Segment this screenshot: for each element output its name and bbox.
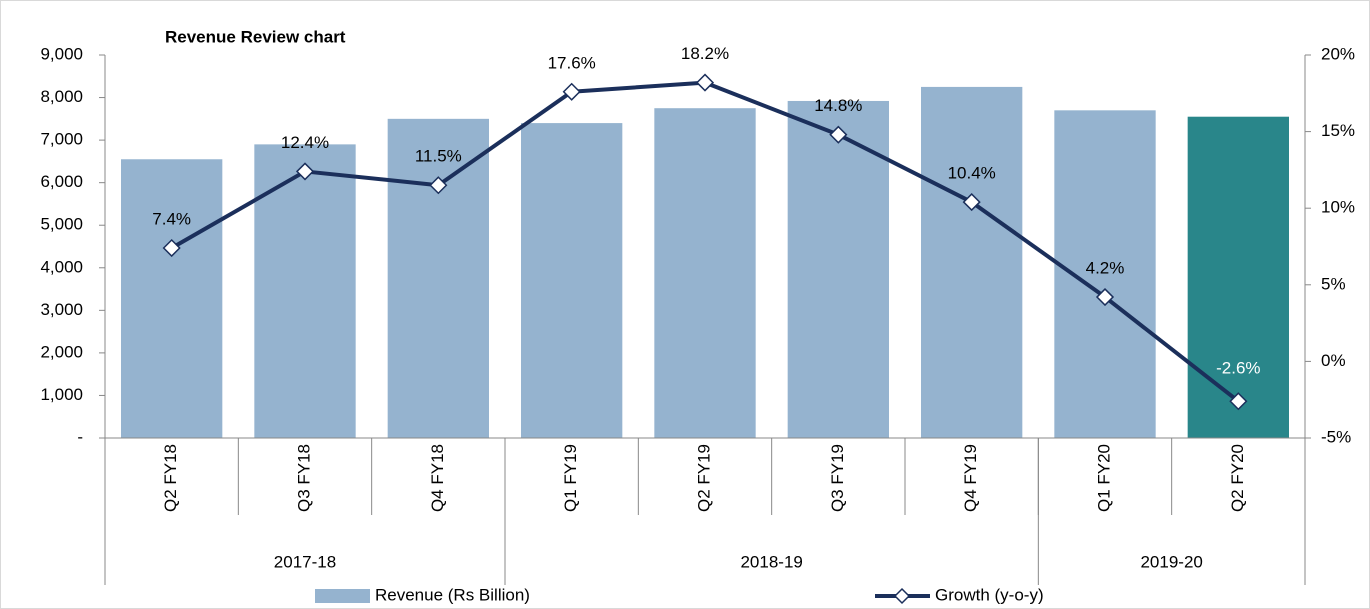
x-tick-label: Q1 FY19 (561, 444, 580, 512)
y2-tick-label: 10% (1321, 198, 1355, 217)
marker (962, 193, 981, 212)
legend-swatch (315, 589, 370, 603)
y-tick-label: 1,000 (40, 385, 83, 404)
y-tick-label: 7,000 (40, 130, 83, 149)
bar (387, 118, 489, 438)
y-tick-label: - (77, 427, 83, 446)
marker (695, 73, 715, 92)
marker (162, 238, 181, 258)
marker (295, 162, 315, 181)
group-label: 2019-20 (1140, 552, 1202, 571)
x-tick-label: Q3 FY19 (828, 444, 847, 512)
y-tick-label: 4,000 (40, 257, 83, 276)
legend-marker (893, 587, 911, 605)
data-label: 18.2% (681, 44, 729, 63)
data-label: 12.4% (281, 133, 329, 152)
bar (1187, 116, 1289, 438)
x-tick-label: Q2 FY18 (161, 444, 180, 512)
y2-tick-label: 0% (1321, 351, 1346, 370)
group-label: 2018-19 (740, 552, 802, 571)
x-tick-label: Q3 FY18 (294, 444, 313, 512)
group-label: 2017-18 (274, 552, 336, 571)
chart-title: Revenue Review chart (165, 27, 346, 46)
data-label: 14.8% (814, 96, 862, 115)
x-tick-label: Q2 FY19 (694, 444, 713, 512)
marker (429, 176, 448, 195)
data-label: 10.4% (948, 164, 996, 183)
x-tick-label: Q2 FY20 (1228, 444, 1247, 512)
y-tick-label: 9,000 (40, 44, 83, 63)
data-label: -2.6% (1216, 359, 1260, 378)
legend-label: Growth (y-o-y) (935, 585, 1044, 604)
y-tick-label: 3,000 (40, 300, 83, 319)
data-label: 4.2% (1086, 259, 1125, 278)
marker (1229, 392, 1248, 411)
bar (254, 144, 356, 438)
bar (121, 159, 223, 438)
x-tick-label: Q1 FY20 (1094, 444, 1113, 512)
marker (829, 125, 848, 144)
x-tick-label: Q4 FY18 (428, 444, 447, 512)
bar (921, 86, 1023, 439)
data-label: 11.5% (415, 147, 462, 166)
bar (654, 108, 756, 438)
marker (562, 82, 581, 101)
x-tick-label: Q4 FY19 (961, 444, 980, 512)
y2-tick-label: 20% (1321, 44, 1355, 63)
bar (521, 123, 623, 438)
y-tick-label: 2,000 (40, 342, 83, 361)
y-tick-label: 8,000 (40, 87, 83, 106)
data-label: 7.4% (152, 210, 191, 229)
y-tick-label: 5,000 (40, 215, 83, 234)
legend-label: Revenue (Rs Billion) (375, 585, 530, 604)
y2-tick-label: -5% (1321, 427, 1351, 446)
y2-tick-label: 15% (1321, 121, 1355, 140)
bar (787, 100, 889, 439)
data-label: 17.6% (548, 53, 596, 72)
y-tick-label: 6,000 (40, 172, 83, 191)
marker (1095, 287, 1115, 307)
y2-tick-label: 5% (1321, 274, 1346, 293)
